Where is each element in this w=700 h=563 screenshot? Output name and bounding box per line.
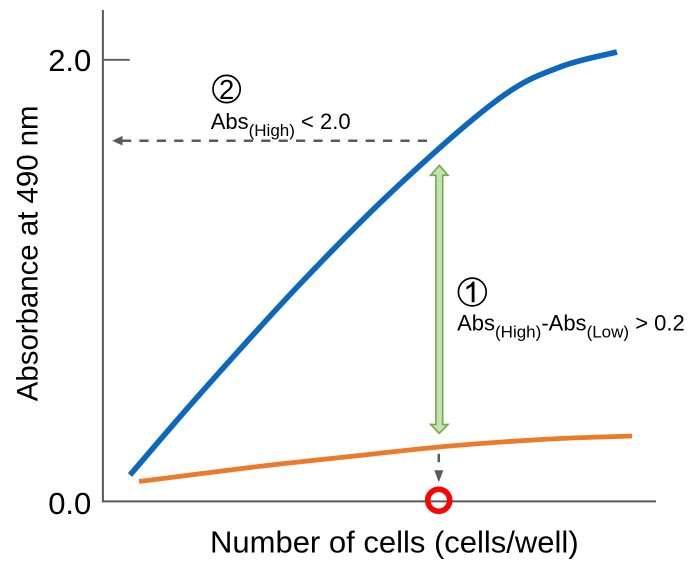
svg-text:2: 2: [219, 74, 234, 105]
svg-text:2.0: 2.0: [48, 43, 91, 78]
svg-text:Number of cells (cells/well): Number of cells (cells/well): [210, 525, 579, 560]
svg-text:Absorbance at 490 nm: Absorbance at 490 nm: [12, 105, 45, 401]
svg-text:0.0: 0.0: [48, 486, 91, 521]
svg-text:Abs(High) < 2.0: Abs(High) < 2.0: [211, 109, 351, 140]
